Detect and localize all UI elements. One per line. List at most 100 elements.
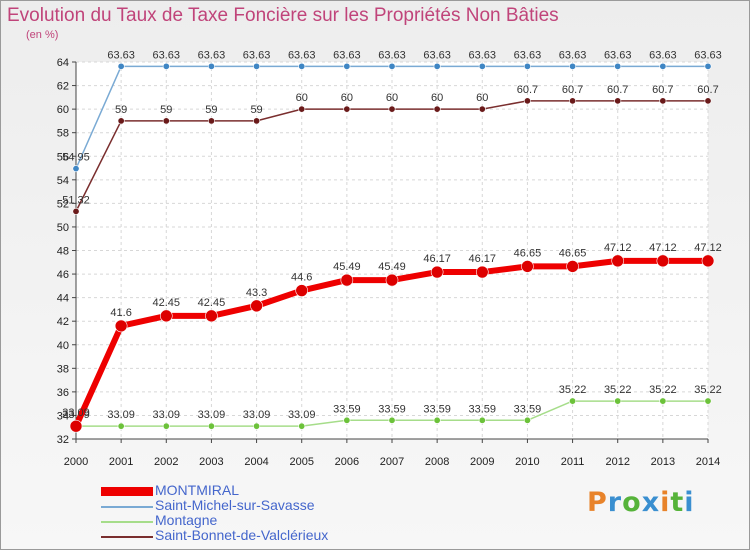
data-label: 33.59: [333, 403, 361, 415]
legend-swatch: [101, 521, 153, 523]
data-label: 63.63: [288, 49, 316, 61]
series-3: 51.32 59 59 59 59 60 60 60 60 60 60.7 60.7 60.7 60.7 6…: [62, 84, 719, 215]
data-label: 60.7: [652, 84, 673, 96]
brand-letter: i: [684, 487, 695, 518]
data-point: [569, 62, 577, 70]
data-label: 59: [115, 104, 127, 116]
data-point: [385, 273, 399, 287]
data-point: [478, 105, 486, 113]
data-label: 59: [160, 104, 172, 116]
data-label: 42.45: [198, 297, 226, 309]
data-label: 41.6: [110, 307, 131, 319]
x-tick-label: 2005: [289, 456, 313, 468]
brand-letter: P: [587, 487, 608, 518]
data-label: 60.7: [562, 84, 583, 96]
data-label: 63.63: [153, 49, 181, 61]
data-label: 33.09: [153, 409, 181, 421]
data-point: [343, 416, 351, 424]
series-2: 33.09 33.09 33.09 33.09 33.09 33.09 33.59 33.59…: [62, 384, 722, 430]
data-label: 63.63: [198, 49, 226, 61]
data-point: [478, 416, 486, 424]
data-label: 60: [341, 92, 353, 104]
data-point: [207, 117, 215, 125]
data-point: [117, 62, 125, 70]
data-point: [117, 117, 125, 125]
data-label: 63.63: [469, 49, 497, 61]
legend-swatch: [101, 506, 153, 508]
data-point: [72, 207, 80, 215]
data-point: [569, 397, 577, 405]
data-label: 63.63: [243, 49, 271, 61]
x-tick-label: 2003: [199, 456, 223, 468]
legend-swatch: [101, 487, 153, 496]
y-tick-label: 32: [57, 434, 69, 446]
legend-label: MONTMIRAL: [155, 482, 239, 498]
data-point: [523, 97, 531, 105]
data-point: [159, 309, 173, 323]
data-label: 45.49: [378, 261, 406, 273]
data-point: [388, 105, 396, 113]
data-point: [569, 97, 577, 105]
y-tick-label: 34: [57, 410, 69, 422]
data-label: 59: [205, 104, 217, 116]
legend-swatch: [101, 536, 153, 538]
data-point: [207, 422, 215, 430]
y-tick-label: 62: [57, 81, 69, 93]
brand-letter: o: [622, 487, 642, 518]
data-label: 51.32: [62, 194, 90, 206]
x-tick-label: 2010: [515, 456, 539, 468]
legend-label: Montagne: [155, 512, 218, 528]
data-point: [523, 62, 531, 70]
x-tick-label: 2014: [696, 456, 720, 468]
data-label: 47.12: [649, 242, 677, 254]
data-label: 33.09: [243, 409, 271, 421]
data-label: 33.09: [198, 409, 226, 421]
data-label: 33.09: [62, 407, 90, 419]
x-tick-label: 2004: [244, 456, 268, 468]
y-tick-label: 46: [57, 269, 69, 281]
data-label: 63.63: [333, 49, 361, 61]
data-point: [205, 309, 218, 323]
data-label: 33.59: [378, 403, 406, 415]
data-label: 43.3: [246, 287, 267, 299]
x-tick-label: 2008: [425, 456, 449, 468]
data-label: 60: [296, 92, 308, 104]
series-1: 54.95 63.63 63.63 63.63 63.63 63.63 63.63 63.63…: [62, 49, 722, 173]
data-label: 47.12: [694, 242, 722, 254]
data-point: [253, 62, 261, 70]
data-point: [388, 416, 396, 424]
data-point: [207, 62, 215, 70]
data-point: [659, 97, 667, 105]
data-label: 46.17: [423, 253, 451, 265]
data-point: [433, 416, 441, 424]
x-tick-label: 2002: [154, 456, 178, 468]
data-point: [521, 260, 534, 273]
data-label: 33.09: [288, 409, 316, 421]
data-label: 44.6: [291, 272, 312, 284]
y-tick-label: 58: [57, 128, 69, 140]
data-label: 63.63: [694, 49, 722, 61]
data-point: [72, 165, 80, 173]
data-label: 35.22: [649, 384, 677, 396]
data-point: [430, 265, 444, 279]
data-label: 35.22: [559, 384, 587, 396]
data-point: [250, 299, 263, 313]
data-label: 60: [431, 92, 443, 104]
data-label: 54.95: [62, 152, 90, 164]
data-point: [298, 62, 306, 70]
legend-label: Saint-Bonnet-de-Valclérieux: [155, 527, 329, 543]
y-tick-label: 64: [57, 57, 69, 69]
y-tick-label: 54: [57, 175, 69, 187]
data-point: [343, 62, 351, 70]
x-tick-label: 2000: [64, 456, 88, 468]
y-tick-label: 42: [57, 316, 69, 328]
data-point: [566, 260, 579, 273]
brand-letter: t: [670, 487, 685, 518]
data-label: 63.63: [378, 49, 406, 61]
data-point: [704, 62, 712, 70]
data-label: 60: [476, 92, 488, 104]
data-point: [614, 62, 622, 70]
data-label: 60.7: [607, 84, 628, 96]
data-label: 63.63: [649, 49, 677, 61]
